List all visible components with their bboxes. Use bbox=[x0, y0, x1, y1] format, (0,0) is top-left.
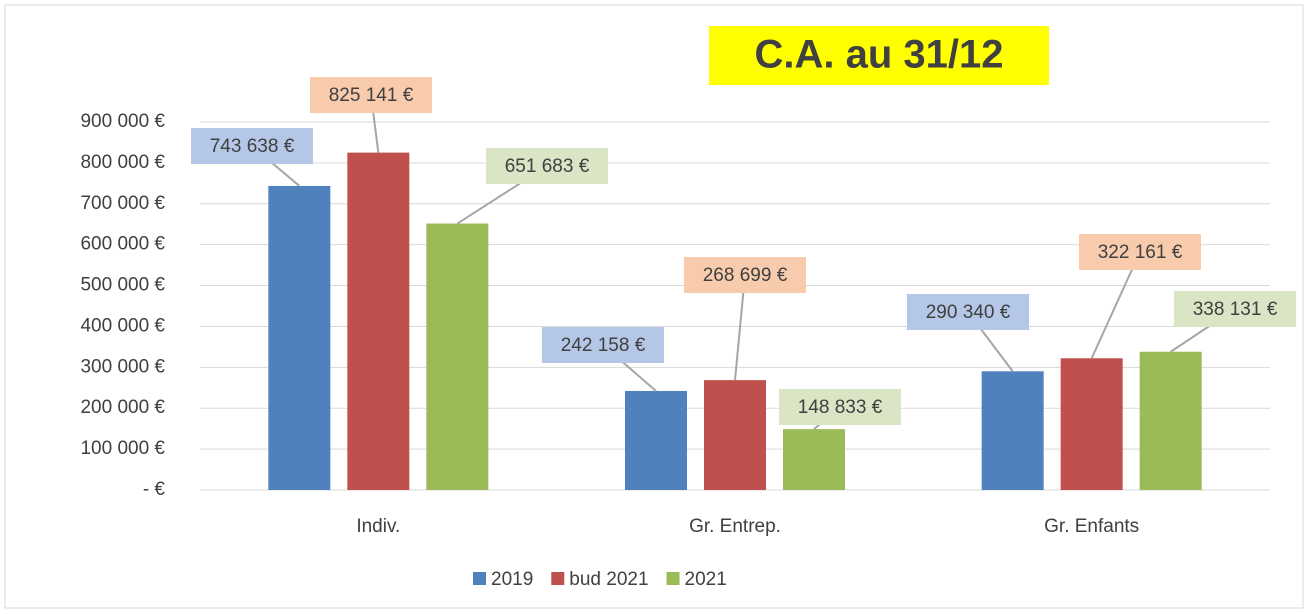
chart-title: C.A. au 31/12 bbox=[754, 33, 1003, 77]
data-label: 148 833 € bbox=[798, 397, 883, 418]
legend-swatch bbox=[473, 572, 486, 585]
y-tick-label: 800 000 € bbox=[80, 152, 165, 173]
legend-label: 2019 bbox=[491, 569, 533, 590]
y-tick-label: 100 000 € bbox=[80, 438, 165, 459]
data-label-box bbox=[1079, 234, 1201, 270]
data-label: 743 638 € bbox=[210, 136, 295, 157]
y-tick-label: 300 000 € bbox=[80, 356, 165, 377]
data-label-box bbox=[486, 148, 608, 184]
data-label: 338 131 € bbox=[1193, 299, 1278, 320]
bar bbox=[625, 390, 687, 490]
bar bbox=[426, 223, 489, 490]
data-label-box bbox=[779, 389, 901, 425]
data-label-box bbox=[542, 327, 664, 363]
y-tick-label: 400 000 € bbox=[80, 315, 165, 336]
bar bbox=[268, 185, 331, 490]
legend-label: bud 2021 bbox=[569, 569, 648, 590]
chart-border bbox=[4, 4, 1304, 609]
y-tick-label: 700 000 € bbox=[80, 193, 165, 214]
y-tick-label: - € bbox=[143, 479, 166, 500]
data-label: 651 683 € bbox=[505, 156, 590, 177]
data-label-box bbox=[684, 257, 806, 293]
legend-swatch bbox=[666, 572, 680, 585]
data-label-box bbox=[907, 294, 1029, 330]
bar bbox=[1139, 351, 1202, 490]
y-tick-label: 500 000 € bbox=[80, 275, 165, 296]
data-label: 825 141 € bbox=[329, 85, 414, 106]
data-label: 268 699 € bbox=[703, 265, 788, 286]
legend-label: 2021 bbox=[685, 569, 727, 590]
data-label-box bbox=[1174, 291, 1296, 327]
data-label: 290 340 € bbox=[926, 302, 1011, 323]
x-tick-label: Gr. Entrep. bbox=[689, 516, 781, 537]
data-label: 242 158 € bbox=[561, 335, 646, 356]
y-tick-label: 200 000 € bbox=[80, 397, 165, 418]
bar bbox=[783, 429, 845, 490]
y-tick-label: 600 000 € bbox=[80, 234, 165, 255]
y-tick-label: 900 000 € bbox=[80, 111, 165, 132]
bar bbox=[1060, 358, 1123, 490]
x-tick-label: Gr. Enfants bbox=[1044, 516, 1139, 537]
legend-swatch bbox=[551, 572, 565, 585]
x-tick-label: Indiv. bbox=[356, 516, 400, 537]
bar bbox=[981, 371, 1044, 490]
data-label-box bbox=[191, 128, 313, 164]
data-label-box bbox=[310, 77, 432, 113]
bar bbox=[347, 152, 410, 490]
title-box bbox=[709, 26, 1049, 85]
data-label: 322 161 € bbox=[1098, 242, 1183, 263]
bar bbox=[704, 380, 766, 490]
